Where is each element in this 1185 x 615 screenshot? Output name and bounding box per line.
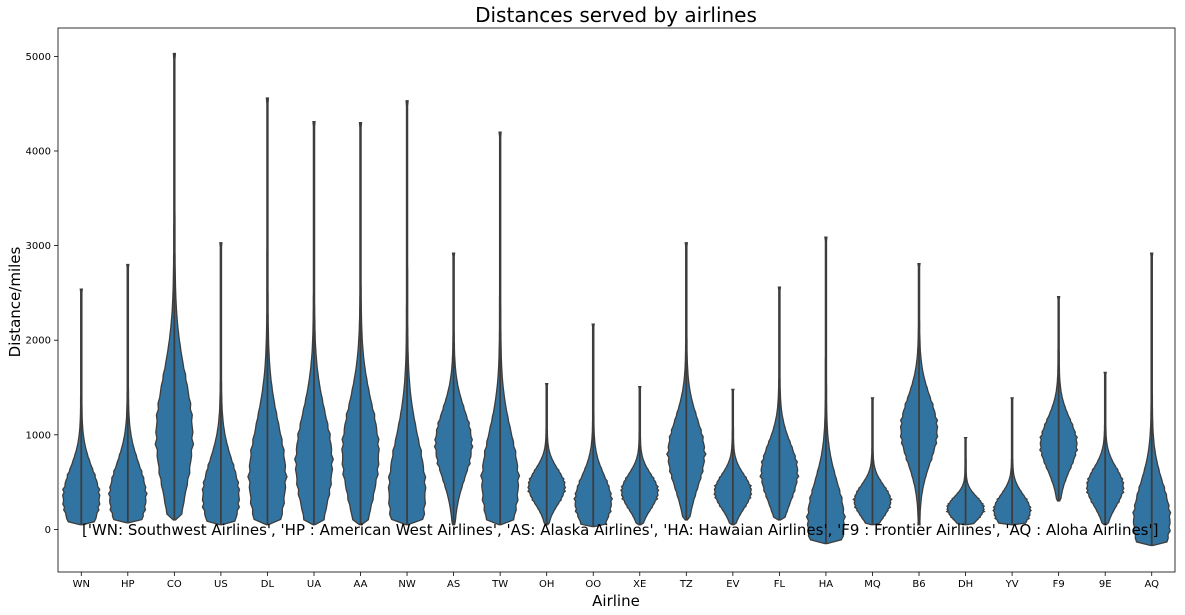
x-tick-label: AA <box>354 579 368 590</box>
x-tick-label: AQ <box>1144 579 1159 590</box>
plot-area <box>57 27 1176 573</box>
x-tick-label: TZ <box>679 579 693 590</box>
x-tick-label: F9 <box>1053 579 1065 590</box>
x-tick-label: MQ <box>864 579 881 590</box>
x-tick-label: XE <box>633 579 646 590</box>
x-tick-label: B6 <box>912 579 925 590</box>
y-tick-label: 0 <box>45 525 51 536</box>
x-axis-title: Airline <box>592 592 640 610</box>
x-tick-label: TW <box>491 579 508 590</box>
x-axis: WN HP CO US DL UA AA NW AS TW OH OO XE TZ EV FL HA MQ B6 DH… <box>73 572 1159 590</box>
y-tick-label: 3000 <box>26 241 51 252</box>
chart-title: Distances served by airlines <box>475 3 757 27</box>
x-tick-label: YV <box>1005 579 1019 590</box>
x-tick-label: OO <box>585 579 601 590</box>
x-tick-label: UA <box>307 579 321 590</box>
x-tick-label: FL <box>774 579 786 590</box>
y-tick-label: 1000 <box>26 430 51 441</box>
x-tick-label: HP <box>121 579 135 590</box>
x-tick-label: AS <box>447 579 460 590</box>
plot-border <box>57 27 1176 573</box>
y-axis-title: Distance/miles <box>6 247 24 358</box>
violin-series <box>62 52 1172 547</box>
y-tick-label: 5000 <box>26 52 51 63</box>
y-axis: 0 1000 2000 3000 4000 5000 <box>26 52 58 536</box>
x-tick-label: 9E <box>1099 579 1112 590</box>
x-tick-label: US <box>214 579 228 590</box>
x-tick-label: DH <box>958 579 973 590</box>
x-tick-label: HA <box>819 579 834 590</box>
y-tick-label: 4000 <box>26 146 51 157</box>
x-tick-label: NW <box>398 579 415 590</box>
x-tick-label: WN <box>73 579 90 590</box>
y-tick-label: 2000 <box>26 336 51 347</box>
x-tick-label: EV <box>726 579 739 590</box>
airline-legend-annotation: ['WN: Southwest Airlines', 'HP : America… <box>82 521 1158 539</box>
x-tick-label: CO <box>167 579 182 590</box>
x-tick-label: DL <box>261 579 275 590</box>
x-tick-label: OH <box>539 579 554 590</box>
